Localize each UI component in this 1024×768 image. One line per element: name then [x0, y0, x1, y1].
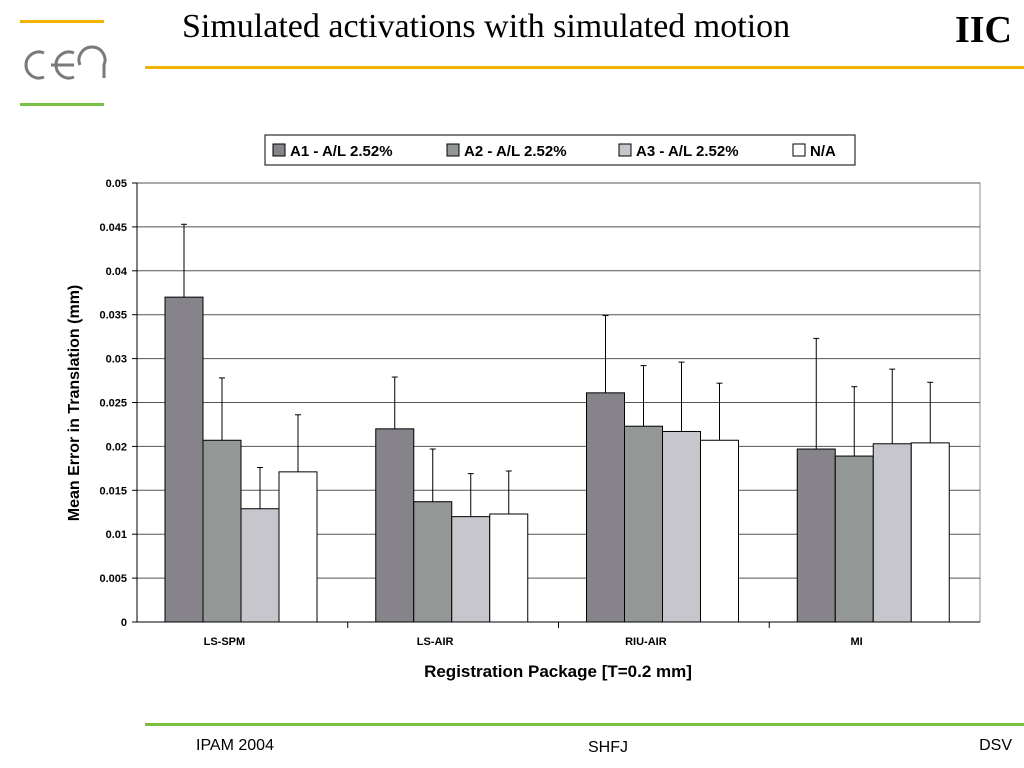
bar — [796, 448, 836, 623]
y-tick-label: 0.025 — [99, 398, 127, 410]
y-axis-label: Mean Error in Translation (mm) — [66, 285, 83, 521]
slide-title: Simulated activations with simulated mot… — [182, 8, 791, 45]
plot-area: 0 0.005 0.01 0.015 0.02 0.025 0.03 0.035 0.04 0.0… — [99, 178, 981, 648]
legend-swatch — [792, 143, 806, 157]
bar — [624, 425, 663, 623]
bar — [586, 392, 625, 623]
bar — [413, 501, 453, 623]
bar — [700, 439, 739, 623]
bar — [202, 439, 242, 623]
x-tick-label: RIU-AIR — [625, 636, 667, 648]
legend-swatch — [618, 143, 632, 157]
cea-logo-icon — [24, 45, 107, 80]
y-tick-label: 0.01 — [106, 529, 127, 541]
x-tick-label: LS-SPM — [204, 636, 246, 648]
footer-divider — [145, 723, 1024, 726]
x-tick-label: LS-AIR — [417, 636, 454, 648]
legend-label: A2 - A/L 2.52% — [464, 143, 567, 160]
legend: A1 - A/L 2.52% A2 - A/L 2.52% A3 - A/L 2.5… — [264, 134, 856, 166]
bar-chart: A1 - A/L 2.52% A2 - A/L 2.52% A3 - A/L 2.5… — [66, 134, 981, 681]
bar — [164, 296, 204, 623]
logo-bottom-line — [20, 103, 104, 106]
legend-label: A3 - A/L 2.52% — [636, 143, 739, 160]
footer-right-text: DSV — [979, 737, 1012, 754]
bar — [451, 516, 491, 623]
title-divider — [145, 66, 1024, 69]
legend-swatch — [272, 143, 286, 157]
legend-box — [264, 134, 856, 166]
bar — [278, 471, 318, 623]
x-tick-label: MI — [851, 636, 863, 648]
footer-left-text: IPAM 2004 — [196, 737, 274, 754]
y-tick-label: 0 — [121, 617, 127, 629]
footer-center-text: SHFJ — [588, 739, 628, 756]
y-tick-label: 0.015 — [99, 485, 127, 497]
bar — [910, 442, 950, 623]
y-tick-label: 0.005 — [99, 573, 127, 585]
y-tick-label: 0.05 — [106, 178, 127, 190]
y-tick-label: 0.02 — [106, 441, 127, 453]
bar — [489, 513, 529, 623]
x-axis-label: Registration Package [T=0.2 mm] — [424, 662, 692, 681]
y-tick-label: 0.045 — [99, 222, 127, 234]
corner-label: IIC — [954, 9, 1012, 51]
y-tick-label: 0.03 — [106, 354, 127, 366]
logo-top-line — [20, 20, 104, 23]
bar — [872, 443, 912, 623]
bar — [834, 455, 874, 623]
cea-logo — [18, 18, 108, 110]
y-tick-label: 0.04 — [106, 266, 128, 278]
bar — [240, 508, 280, 623]
bar — [662, 430, 701, 623]
bar — [375, 428, 415, 623]
legend-swatch — [446, 143, 460, 157]
y-tick-label: 0.035 — [99, 310, 127, 322]
legend-label: A1 - A/L 2.52% — [290, 143, 393, 160]
legend-label: N/A — [810, 143, 836, 160]
